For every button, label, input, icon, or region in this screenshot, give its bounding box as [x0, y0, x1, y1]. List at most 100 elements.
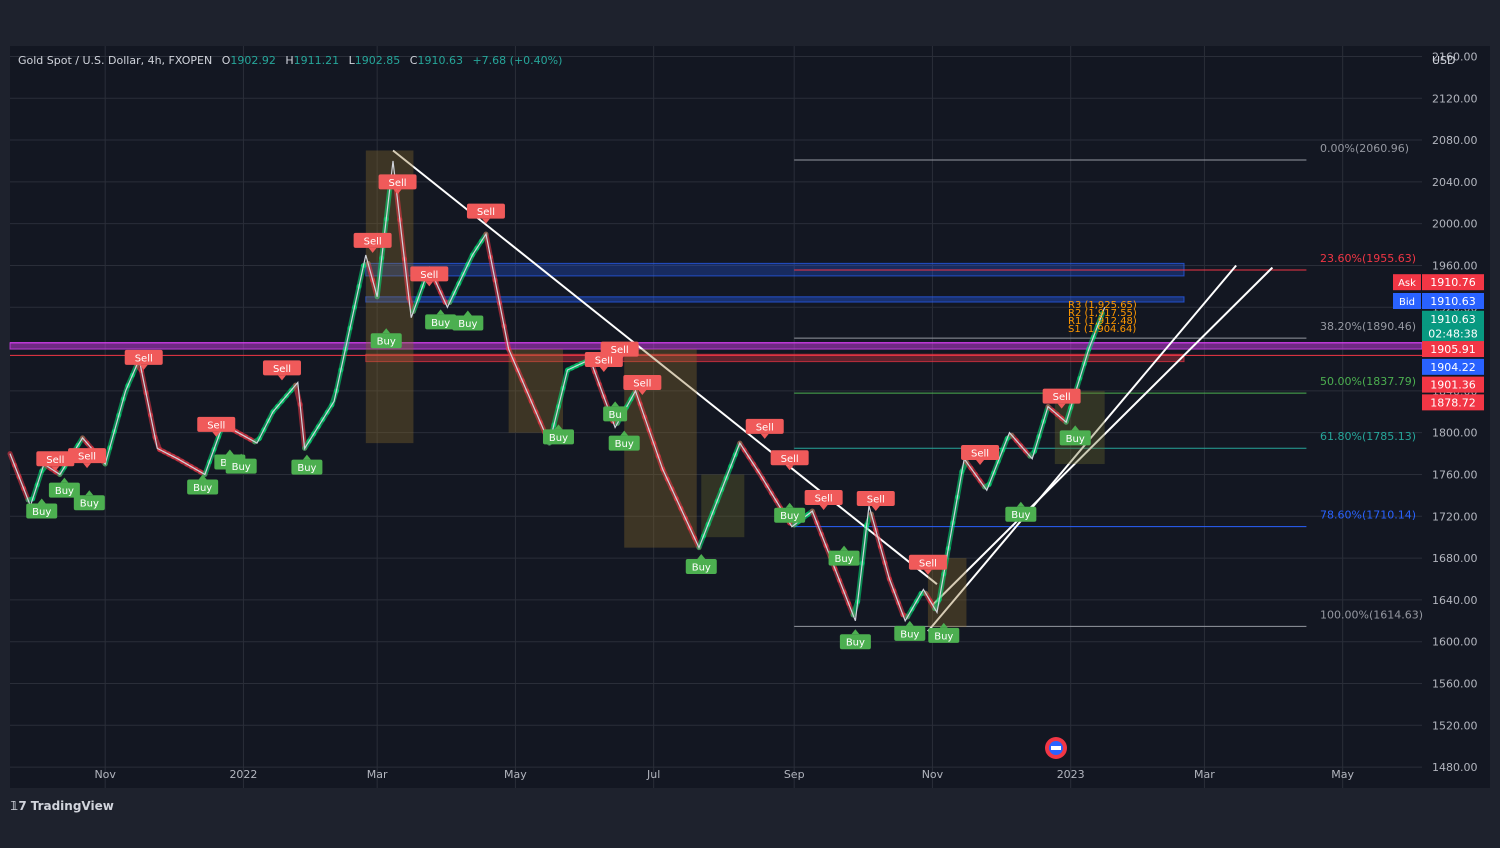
fib-level-label: 100.00%(1614.63)	[1320, 608, 1423, 621]
fib-level-label: 0.00%(2060.96)	[1320, 142, 1409, 155]
price-tag-label: Ask	[1398, 278, 1416, 289]
x-tick-label: May	[1331, 768, 1354, 781]
signal-label: Sell	[971, 449, 989, 460]
y-tick-label: 1480.00	[1432, 761, 1478, 774]
x-tick-label: 2023	[1057, 768, 1085, 781]
y-tick-label: 2120.00	[1432, 92, 1478, 105]
symbol-legend: Gold Spot / U.S. Dollar, 4h, FXOPEN O190…	[18, 54, 562, 67]
high-label: H	[285, 54, 293, 67]
signal-label: Buy	[615, 439, 634, 450]
us-flag-event-icon[interactable]	[1045, 737, 1067, 759]
signal-label: Buy	[193, 483, 212, 494]
price-tag: 1901.36	[1422, 377, 1484, 393]
signal-label: Sell	[919, 558, 937, 569]
support-resistance-zone	[366, 297, 1184, 302]
fib-level-label: 61.80%(1785.13)	[1320, 430, 1416, 443]
signal-label: Buy	[431, 318, 450, 329]
signal-label: Sell	[389, 178, 407, 189]
pivot-level-label: S1 (1,904.64)	[1068, 324, 1136, 335]
currency-label[interactable]: USD	[1432, 54, 1456, 67]
y-tick-label: 1640.00	[1432, 594, 1478, 607]
y-tick-label: 2000.00	[1432, 218, 1478, 231]
y-tick-label: 1800.00	[1432, 427, 1478, 440]
price-tag-value: 1910.76	[1430, 276, 1476, 289]
signal-label: Bu	[609, 410, 622, 421]
signal-label: Sell	[420, 270, 438, 281]
signal-label: Sell	[207, 420, 225, 431]
x-tick-label: Mar	[1194, 768, 1215, 781]
y-tick-label: 1720.00	[1432, 510, 1478, 523]
x-tick-label: Jul	[646, 768, 660, 781]
signal-label: Buy	[780, 511, 799, 522]
signal-label: Buy	[692, 562, 711, 573]
price-tag: 1910.63	[1422, 311, 1484, 327]
x-tick-label: 2022	[229, 768, 257, 781]
x-tick-label: Nov	[922, 768, 944, 781]
tradingview-logo[interactable]: 𝟙7 TradingView	[10, 799, 114, 813]
signal-label: Sell	[756, 422, 774, 433]
x-tick-label: Sep	[784, 768, 805, 781]
price-tag-value: 02:48:38	[1428, 327, 1477, 340]
signal-label: Buy	[1011, 510, 1030, 521]
signal-label: Sell	[273, 364, 291, 375]
y-tick-label: 1560.00	[1432, 677, 1478, 690]
y-tick-label: 1680.00	[1432, 552, 1478, 565]
signal-label: Sell	[477, 207, 495, 218]
signal-label: Buy	[834, 554, 853, 565]
price-tag: 1878.72	[1422, 394, 1484, 410]
price-tag-value: 1910.63	[1430, 313, 1476, 326]
open-value: 1902.92	[230, 54, 276, 67]
tv-logo-icon: 𝟙7	[10, 799, 27, 813]
signal-label: Sell	[633, 379, 651, 390]
x-tick-label: Mar	[367, 768, 388, 781]
signal-label: Buy	[1066, 434, 1085, 445]
signal-label: Buy	[80, 499, 99, 510]
signal-label: Sell	[815, 493, 833, 504]
symbol-title[interactable]: Gold Spot / U.S. Dollar, 4h, FXOPEN	[18, 54, 212, 67]
signal-label: Buy	[55, 486, 74, 497]
signal-label: Buy	[900, 629, 919, 640]
y-tick-label: 1960.00	[1432, 259, 1478, 272]
close-value: 1910.63	[417, 54, 463, 67]
x-tick-label: May	[504, 768, 527, 781]
price-tag: Bid 1910.63	[1393, 293, 1484, 309]
price-tag-value: 1910.63	[1430, 295, 1476, 308]
signal-label: Sell	[135, 353, 153, 364]
signal-label: Buy	[846, 638, 865, 649]
signal-label: Buy	[377, 337, 396, 348]
price-tag-value: 1905.91	[1430, 343, 1476, 356]
change-value: +7.68 (+0.40%)	[472, 54, 562, 67]
support-resistance-zone	[10, 343, 1422, 349]
signal-label: Buy	[934, 631, 953, 642]
signal-label: Buy	[32, 507, 51, 518]
signal-label: Buy	[232, 462, 251, 473]
y-tick-label: 1520.00	[1432, 719, 1478, 732]
signal-label: Sell	[1053, 392, 1071, 403]
y-tick-label: 1760.00	[1432, 468, 1478, 481]
signal-label: Sell	[611, 345, 629, 356]
price-tag: 02:48:38	[1422, 325, 1484, 341]
signal-label: Buy	[297, 463, 316, 474]
brand-name: TradingView	[31, 799, 114, 813]
price-tag-value: 1878.72	[1430, 396, 1476, 409]
y-tick-label: 2080.00	[1432, 134, 1478, 147]
price-tag: 1904.22	[1422, 359, 1484, 375]
fib-level-label: 78.60%(1710.14)	[1320, 509, 1416, 522]
price-tag: 1905.91	[1422, 341, 1484, 357]
low-value: 1902.85	[355, 54, 401, 67]
signal-label: Buy	[458, 319, 477, 330]
high-value: 1911.21	[294, 54, 340, 67]
y-tick-label: 2040.00	[1432, 176, 1478, 189]
signal-label: Sell	[78, 452, 96, 463]
signal-label: Sell	[867, 495, 885, 506]
price-tag-value: 1904.22	[1430, 361, 1476, 374]
signal-label: Sell	[46, 455, 64, 466]
y-tick-label: 1600.00	[1432, 636, 1478, 649]
price-tag-label: Bid	[1399, 297, 1415, 308]
price-tag-value: 1901.36	[1430, 379, 1476, 392]
signal-label: Sell	[595, 356, 613, 367]
x-tick-label: Nov	[94, 768, 116, 781]
fib-level-label: 50.00%(1837.79)	[1320, 375, 1416, 388]
